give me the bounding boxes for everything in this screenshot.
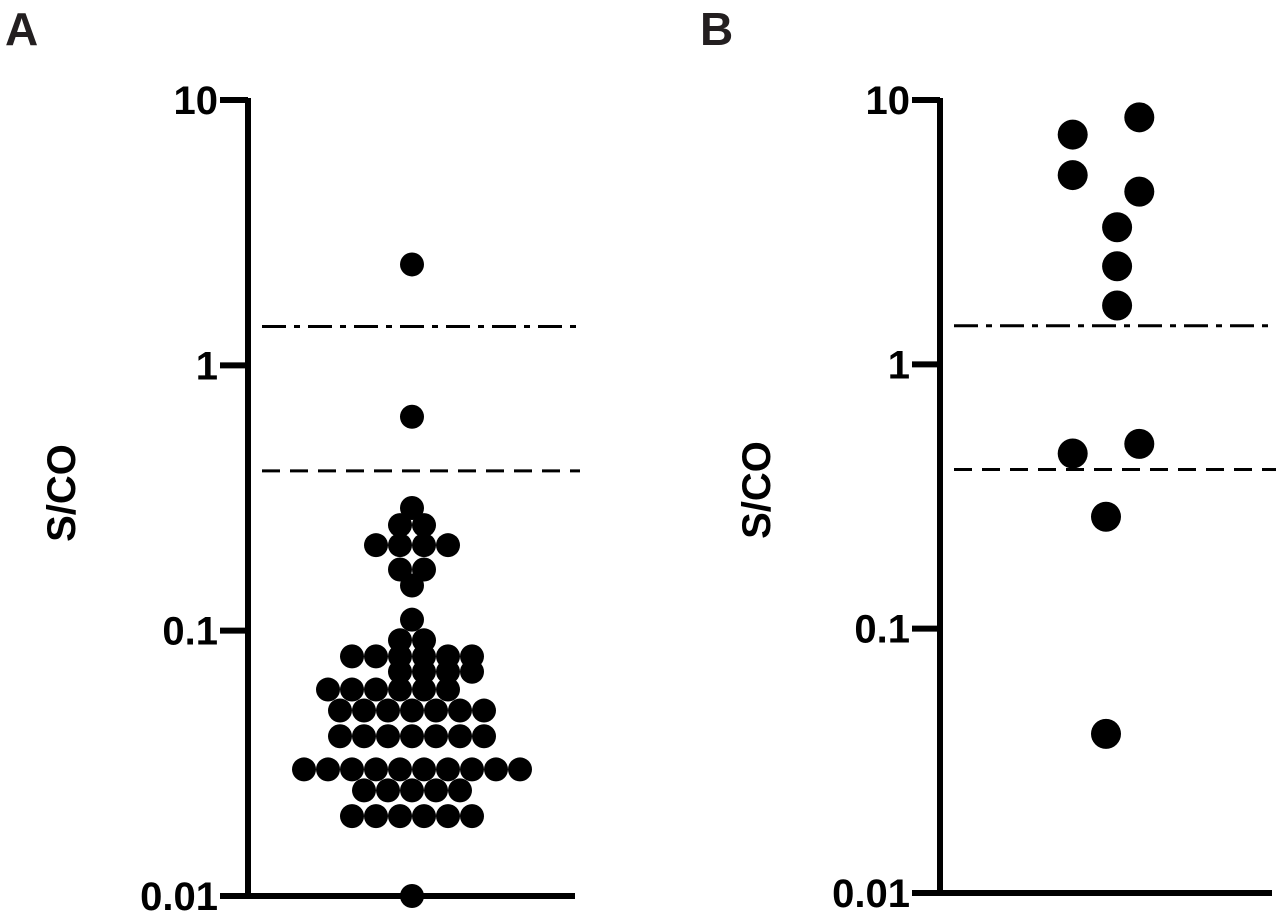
data-point	[292, 757, 316, 782]
data-point	[436, 804, 460, 829]
data-point	[436, 677, 460, 702]
panel-b-y-axis-title: S/CO	[735, 441, 779, 539]
data-point	[472, 698, 496, 723]
data-point	[340, 757, 364, 782]
data-point	[460, 804, 484, 829]
data-point	[436, 757, 460, 782]
data-point	[400, 573, 424, 598]
data-point	[424, 778, 448, 803]
data-point	[412, 659, 436, 684]
data-point	[376, 778, 400, 803]
data-point	[1091, 718, 1121, 749]
data-point	[1124, 102, 1155, 133]
panel-b-reference-lines	[954, 324, 1276, 472]
data-point	[1124, 428, 1155, 459]
data-point	[1102, 212, 1133, 243]
data-point	[316, 757, 340, 782]
data-point	[1057, 160, 1088, 191]
data-point	[364, 757, 388, 782]
y-tick-label: 0.1	[854, 608, 910, 652]
data-point	[1102, 251, 1133, 282]
data-point	[448, 698, 472, 723]
data-point	[400, 404, 424, 429]
data-point	[460, 757, 484, 782]
panel-a-label: A	[5, 3, 38, 55]
data-point	[448, 778, 472, 803]
data-point	[400, 724, 424, 749]
panel-b-ticks: 10 1 0.1 0.01	[832, 79, 940, 916]
y-tick-label: 0.01	[832, 872, 910, 916]
data-point	[484, 757, 508, 782]
panel-a: A S/CO 10 1 0.1 0.01	[5, 3, 580, 919]
data-point	[328, 698, 352, 723]
data-point	[424, 724, 448, 749]
y-tick-label: 1	[196, 344, 218, 388]
data-point	[400, 884, 424, 908]
data-point	[388, 804, 412, 829]
panel-b: B S/CO 10 1 0.1 0.01	[700, 3, 1276, 916]
data-point	[388, 513, 412, 538]
panel-a-y-axis-title: S/CO	[40, 444, 84, 542]
data-point	[352, 778, 376, 803]
y-tick-label: 10	[174, 79, 219, 123]
data-point	[388, 677, 412, 702]
data-point	[340, 804, 364, 829]
data-point	[400, 607, 424, 632]
data-point	[436, 533, 460, 558]
y-tick-label: 0.1	[162, 610, 218, 654]
data-point	[364, 644, 388, 669]
data-point	[412, 804, 436, 829]
panel-a-points	[292, 252, 532, 908]
data-point	[508, 757, 532, 782]
data-point	[364, 804, 388, 829]
data-point	[316, 677, 340, 702]
data-point	[340, 677, 364, 702]
data-point	[1057, 438, 1088, 469]
data-point	[388, 659, 412, 684]
data-point	[424, 698, 448, 723]
data-point	[412, 533, 436, 558]
data-point	[472, 724, 496, 749]
data-point	[388, 533, 412, 558]
data-point	[412, 513, 436, 538]
data-point	[1091, 501, 1121, 532]
data-point	[412, 757, 436, 782]
data-point	[412, 677, 436, 702]
data-point	[400, 252, 424, 277]
data-point	[448, 724, 472, 749]
data-point	[376, 724, 400, 749]
data-point	[460, 659, 484, 684]
y-tick-label: 1	[888, 343, 910, 387]
data-point	[376, 698, 400, 723]
data-point	[364, 533, 388, 558]
data-point	[1124, 176, 1155, 207]
data-point	[400, 778, 424, 803]
data-point	[436, 659, 460, 684]
data-point	[352, 724, 376, 749]
data-point	[364, 677, 388, 702]
data-point	[1057, 119, 1088, 150]
panel-a-reference-lines	[262, 325, 580, 473]
y-tick-label: 10	[866, 79, 911, 123]
data-point	[388, 757, 412, 782]
data-point	[328, 724, 352, 749]
data-point	[340, 644, 364, 669]
data-point	[400, 698, 424, 723]
y-tick-label: 0.01	[140, 875, 218, 919]
panel-b-points	[1057, 102, 1155, 749]
data-point	[352, 698, 376, 723]
panel-a-ticks: 10 1 0.1 0.01	[140, 79, 248, 919]
data-point	[1102, 290, 1133, 321]
data-point	[400, 495, 424, 520]
panel-b-label: B	[700, 3, 733, 55]
